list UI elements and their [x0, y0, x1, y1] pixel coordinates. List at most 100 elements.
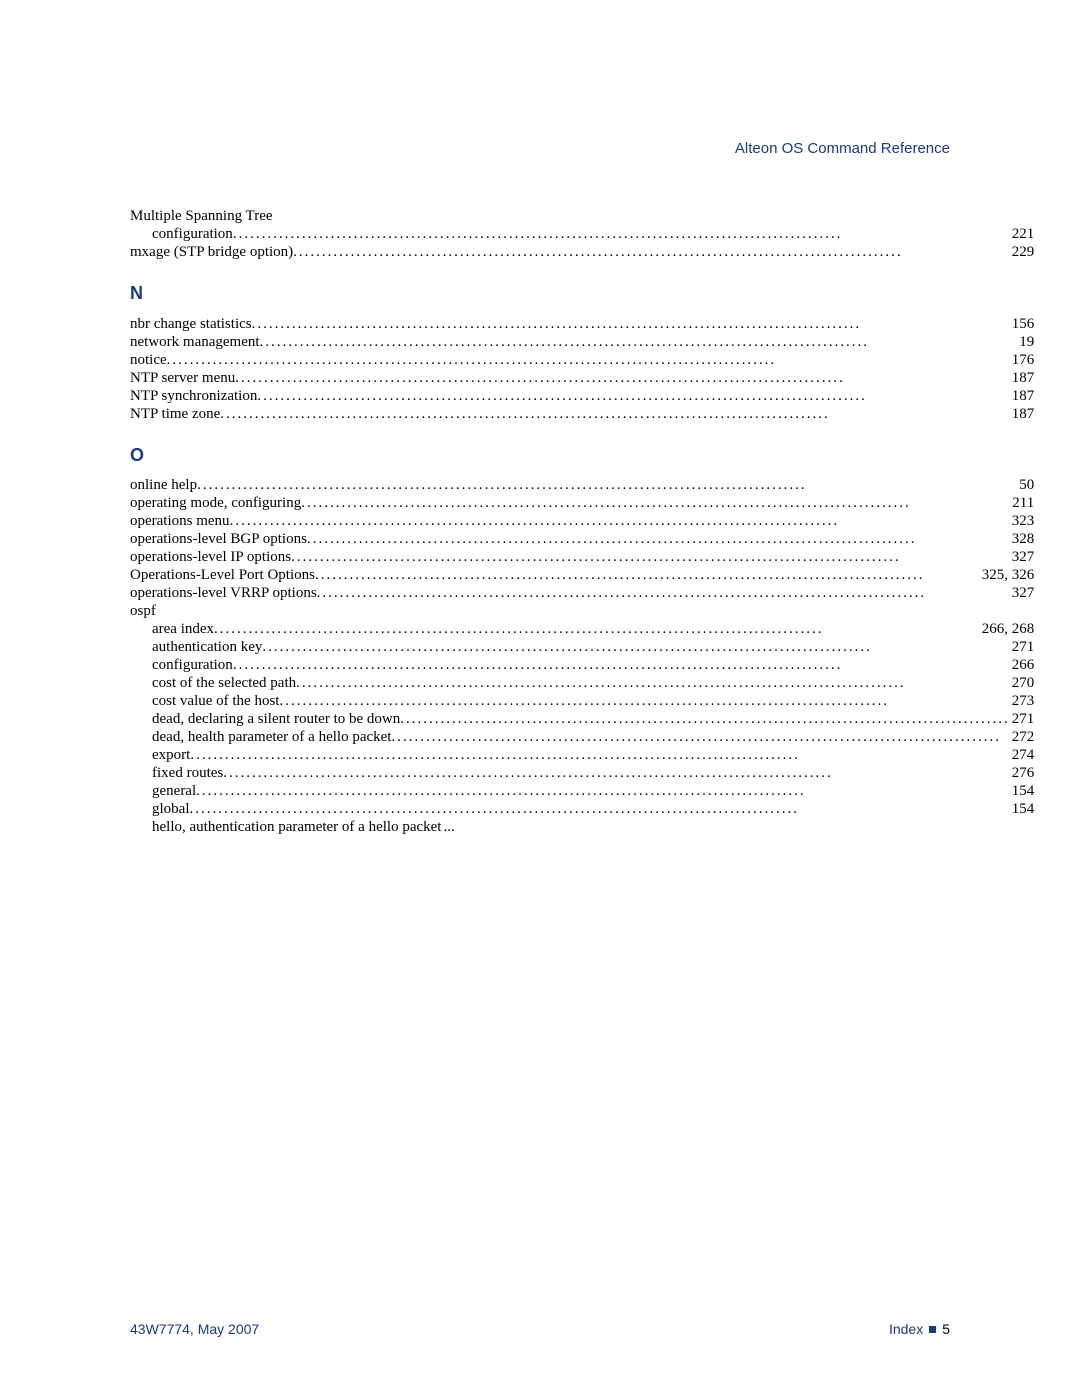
index-entry-page: 270 — [1010, 674, 1035, 692]
index-column-left: Multiple Spanning Treeconfiguration 221m… — [130, 207, 1034, 1281]
index-entry-text: operating mode, configuring — [130, 494, 301, 512]
index-entry: Operations-Level Port Options 325, 326 — [130, 566, 1034, 584]
index-entry-text: operations-level IP options — [130, 548, 291, 566]
leader-dots — [252, 315, 1010, 333]
index-entry: operating mode, configuring 211 — [130, 494, 1034, 512]
index-entry: configuration 266 — [130, 656, 1034, 674]
index-entry-page: 221 — [1010, 225, 1035, 243]
index-entry-text: notice — [130, 351, 167, 369]
index-entry: dead, declaring a silent router to be do… — [130, 710, 1034, 728]
index-entry-text: configuration — [152, 225, 233, 243]
index-entry-text: dead, declaring a silent router to be do… — [152, 710, 400, 728]
index-entry-page: 276 — [1010, 764, 1035, 782]
index-entry-text: general — [152, 782, 196, 800]
index-entry-text: Multiple Spanning Tree — [130, 207, 273, 225]
leader-dots — [197, 476, 1017, 494]
index-entry: nbr change statistics 156 — [130, 315, 1034, 333]
index-entry-page: 50 — [1017, 476, 1034, 494]
leader-dots — [223, 764, 1010, 782]
index-entry-page: 325, 326 — [980, 566, 1035, 584]
index-entry-text: area index — [152, 620, 214, 638]
leader-dots — [233, 656, 1010, 674]
index-entry-text: hello, authentication parameter of a hel… — [152, 818, 441, 836]
leader-dots — [262, 638, 1009, 656]
index-entry-page: 327 — [1010, 548, 1035, 566]
index-entry-page: 266, 268 — [980, 620, 1035, 638]
index-entry: general 154 — [130, 782, 1034, 800]
leader-dots — [400, 710, 1010, 728]
index-entry: fixed routes 276 — [130, 764, 1034, 782]
index-entry: Multiple Spanning Tree — [130, 207, 1034, 225]
index-entry-text: cost value of the host — [152, 692, 279, 710]
index-entry-text: operations-level VRRP options — [130, 584, 317, 602]
index-entry-text: Operations-Level Port Options — [130, 566, 315, 584]
footer-left: 43W7774, May 2007 — [130, 1321, 259, 1337]
index-entry: NTP server menu 187 — [130, 369, 1034, 387]
index-entry-page: 187 — [1010, 387, 1035, 405]
square-icon — [929, 1326, 936, 1333]
index-entry: global 154 — [130, 800, 1034, 818]
leader-dots — [317, 584, 1010, 602]
index-entry-text: configuration — [152, 656, 233, 674]
leader-dots — [391, 728, 1009, 746]
index-letter-heading: N — [130, 283, 1034, 305]
leader-dots — [257, 387, 1009, 405]
index-entry-page: 271 — [1010, 710, 1035, 728]
index-entry-text: export — [152, 746, 190, 764]
leader-dots — [235, 369, 1010, 387]
index-entry-text: NTP synchronization — [130, 387, 257, 405]
index-entry-page: 187 — [1010, 405, 1035, 423]
leader-dots — [233, 225, 1010, 243]
leader-dots — [279, 692, 1009, 710]
index-entry: authentication key 271 — [130, 638, 1034, 656]
index-entry: dead, health parameter of a hello packet… — [130, 728, 1034, 746]
index-entry: ospf — [130, 602, 1034, 620]
index-columns: Multiple Spanning Treeconfiguration 221m… — [130, 207, 950, 1281]
index-entry-page: 271 — [1010, 638, 1035, 656]
index-entry-text: ospf — [130, 602, 156, 620]
index-entry: NTP synchronization 187 — [130, 387, 1034, 405]
index-entry-page: 187 — [1010, 369, 1035, 387]
index-entry-page: 154 — [1010, 782, 1035, 800]
index-entry-page: 273 — [1010, 692, 1035, 710]
index-entry: hello, authentication parameter of a hel… — [130, 818, 1034, 836]
index-entry-text: network management — [130, 333, 260, 351]
leader-dots — [190, 800, 1010, 818]
index-entry-text: operations menu — [130, 512, 230, 530]
running-header: Alteon OS Command Reference — [130, 140, 950, 157]
index-entry-page: 211 — [1010, 494, 1034, 512]
index-entry-page: 266 — [1010, 656, 1035, 674]
index-entry-text: global — [152, 800, 190, 818]
index-entry: operations menu 323 — [130, 512, 1034, 530]
index-entry: cost value of the host 273 — [130, 692, 1034, 710]
leader-dots — [293, 243, 1010, 261]
leader-dots — [230, 512, 1010, 530]
page-footer: 43W7774, May 2007 Index 5 — [130, 1321, 950, 1337]
index-entry: operations-level VRRP options 327 — [130, 584, 1034, 602]
leader-dots — [301, 494, 1010, 512]
leader-dots — [307, 530, 1010, 548]
index-entry-text: nbr change statistics — [130, 315, 252, 333]
leader-dots — [291, 548, 1010, 566]
index-entry-text: mxage (STP bridge option) — [130, 243, 293, 261]
index-entry-text: cost of the selected path — [152, 674, 296, 692]
index-entry-text: online help — [130, 476, 197, 494]
index-entry: mxage (STP bridge option) 229 — [130, 243, 1034, 261]
leader-dots — [220, 405, 1009, 423]
footer-page-number: 5 — [942, 1321, 950, 1337]
index-entry-page: 154 — [1010, 800, 1035, 818]
leader-dots — [260, 333, 1018, 351]
index-entry: area index 266, 268 — [130, 620, 1034, 638]
index-entry: operations-level BGP options 328 — [130, 530, 1034, 548]
index-entry-text: NTP server menu — [130, 369, 235, 387]
index-entry-page: 328 — [1010, 530, 1035, 548]
index-letter-heading: O — [130, 445, 1034, 467]
index-entry: cost of the selected path 270 — [130, 674, 1034, 692]
index-entry: export 274 — [130, 746, 1034, 764]
index-entry-page: 327 — [1010, 584, 1035, 602]
index-entry: network management 19 — [130, 333, 1034, 351]
page: Alteon OS Command Reference Multiple Spa… — [0, 0, 1080, 1397]
index-entry-text: authentication key — [152, 638, 262, 656]
index-entry-text: operations-level BGP options — [130, 530, 307, 548]
leader-dots — [196, 782, 1010, 800]
